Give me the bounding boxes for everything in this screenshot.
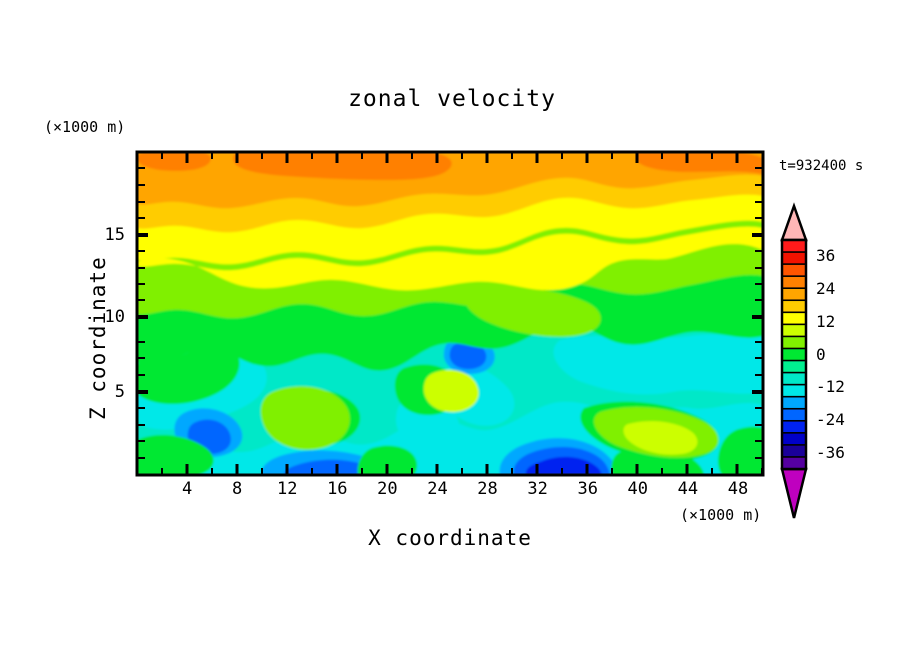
colorbar-outline	[780, 238, 808, 471]
page-title: zonal velocity	[348, 86, 556, 112]
x-axis-title: X coordinate	[368, 526, 532, 550]
colorbar-band	[781, 323, 807, 338]
colorbar-band	[781, 287, 807, 302]
time-annotation: t=932400 s	[779, 158, 864, 174]
colorbar-band	[781, 432, 807, 447]
y-tick-label: 15	[104, 225, 125, 245]
x-tick-label: 4	[181, 479, 193, 499]
colorbar-band	[781, 251, 807, 266]
x-tick-label: 12	[276, 479, 298, 499]
x-tick-label: 40	[627, 479, 649, 499]
colorbar-tick-label: -24	[816, 409, 845, 429]
colorbar-band	[781, 407, 807, 422]
x-tick-label: 48	[727, 479, 749, 499]
colorbar-band	[781, 395, 807, 410]
colorbar-tick-label: 12	[816, 311, 836, 331]
x-tick-label: 32	[527, 479, 548, 499]
colorbar-band	[781, 419, 807, 435]
colorbar-band	[781, 371, 807, 386]
y-tick-label: 5	[114, 382, 125, 402]
colorbar-band	[781, 359, 807, 374]
colorbar-band	[781, 299, 807, 314]
y-axis-units-label: (×1000 m)	[44, 118, 126, 136]
colorbar-under-arrow	[780, 467, 808, 519]
colorbar-band	[781, 275, 807, 290]
colorbar-band	[781, 311, 807, 326]
colorbar-band	[781, 239, 807, 254]
colorbar-tick-label: -12	[816, 377, 845, 397]
colorbar-band	[781, 456, 807, 471]
plot-frame	[135, 150, 765, 477]
colorbar-band	[781, 383, 807, 398]
colorbar-tick-label: -36	[816, 442, 845, 462]
colorbar-tick-label: 36	[816, 246, 836, 266]
x-tick-label: 44	[677, 479, 699, 499]
x-tick-label: 20	[377, 479, 398, 499]
x-tick-label: 16	[327, 479, 348, 499]
colorbar-band	[781, 347, 807, 362]
colorbar	[780, 202, 808, 519]
colorbar-band	[781, 263, 807, 278]
colorbar-bands	[781, 239, 807, 471]
x-tick-label: 8	[232, 479, 243, 499]
contour-field	[137, 152, 763, 475]
colorbar-over-arrow	[780, 202, 808, 242]
x-axis-ticks	[161, 152, 763, 475]
colorbar-band	[781, 335, 807, 350]
colorbar-tick-label: 0	[816, 344, 826, 364]
y-tick-label: 10	[104, 307, 125, 327]
colorbar-tick-label: 24	[816, 279, 836, 299]
x-tick-label: 24	[427, 479, 448, 499]
colorbar-band	[781, 444, 807, 459]
y-axis-ticks	[137, 167, 763, 459]
x-tick-label: 36	[577, 479, 598, 499]
x-axis-units-label: (×1000 m)	[680, 506, 762, 524]
x-tick-label: 28	[477, 479, 498, 499]
